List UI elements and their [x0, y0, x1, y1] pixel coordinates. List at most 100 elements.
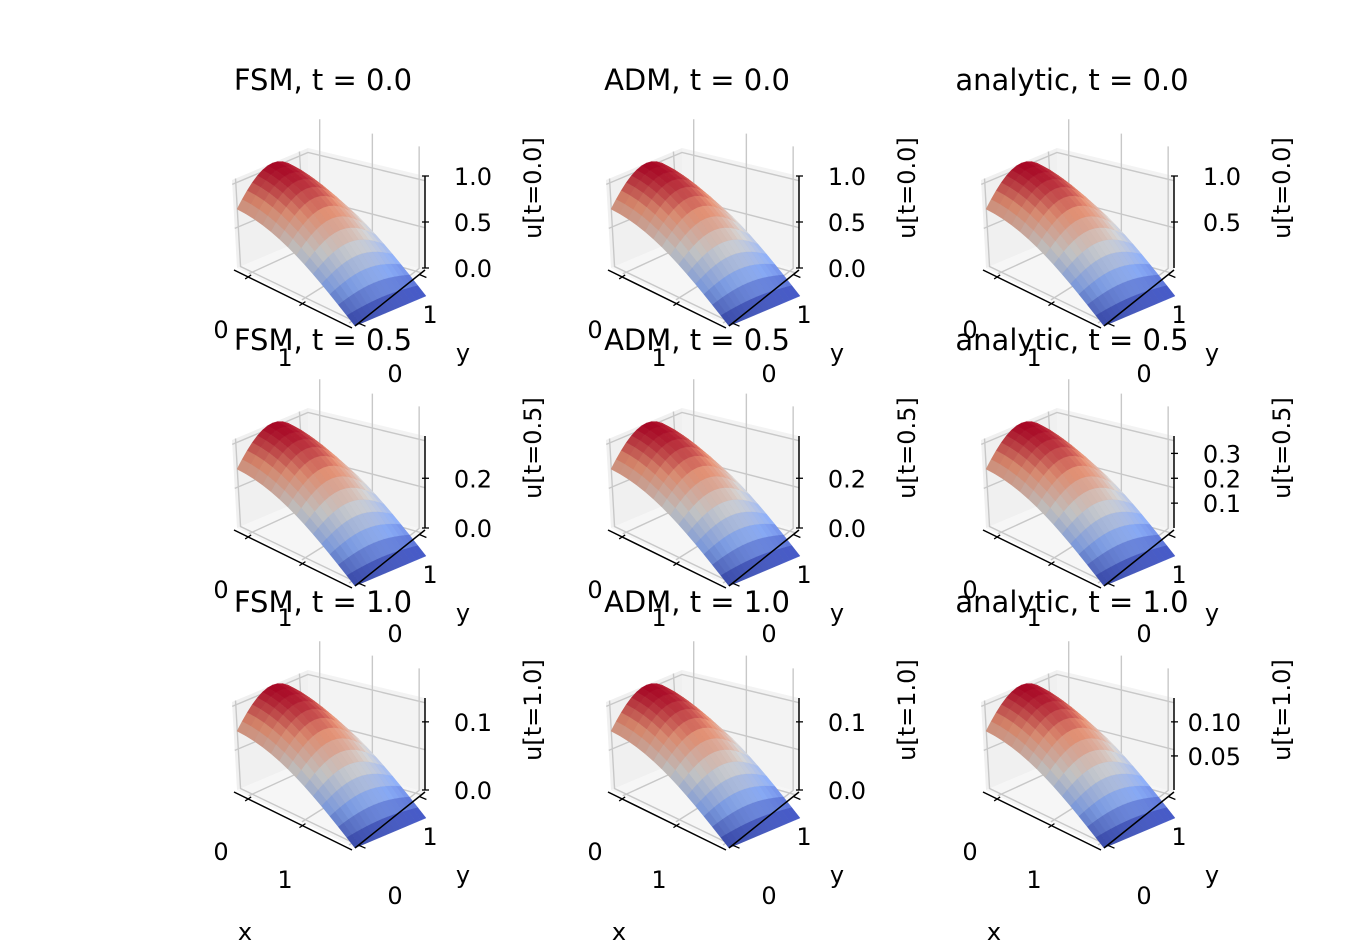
x-tick — [993, 274, 1001, 280]
y-tick — [793, 533, 801, 539]
x-tick-label: 0 — [587, 576, 602, 604]
y-tick — [732, 322, 740, 327]
gridline-z — [231, 411, 426, 446]
z-tick-label: 0.0 — [454, 255, 492, 283]
z-tick-label: 0.2 — [1203, 465, 1241, 493]
x-tick — [299, 301, 306, 307]
x-axis-line — [233, 269, 353, 329]
gridline-z — [605, 411, 800, 446]
gridline-z — [980, 151, 1175, 186]
z-tick-label: 1.0 — [1203, 163, 1241, 191]
surface — [236, 421, 427, 587]
y-tick-label: 0 — [761, 620, 776, 648]
z-axis-label: u[t=0.5] — [519, 397, 547, 499]
surface-patch — [610, 721, 625, 736]
y-tick — [732, 844, 740, 849]
z-tick-label: 0.1 — [828, 709, 866, 737]
x-tick-label: 1 — [651, 344, 666, 372]
subplot-title: ADM, t = 0.5 — [604, 323, 790, 357]
x-axis-line — [607, 791, 727, 851]
z-tick-label: 0.10 — [1188, 709, 1241, 737]
x-axis-line — [233, 529, 353, 589]
x-tick — [299, 561, 306, 567]
y-tick — [358, 582, 366, 587]
surface-patch — [985, 199, 1000, 214]
y-tick — [358, 844, 366, 849]
z-tick-label: 0.1 — [454, 709, 492, 737]
x-tick — [244, 274, 252, 280]
y-axis-line — [354, 791, 426, 849]
y-axis-label: y — [1205, 339, 1219, 367]
x-tick-label: 1 — [651, 866, 666, 894]
y-axis-line — [1103, 529, 1175, 587]
z-tick-label: 0.0 — [828, 777, 866, 805]
surface — [985, 161, 1176, 327]
subplot-title: FSM, t = 0.0 — [234, 63, 412, 97]
gridline-y — [983, 438, 1108, 584]
gridline-z — [605, 151, 800, 186]
subplot-4: 0 1 0 1 0.0 0.2 y u[t=0.5] FSM, t = 0.5 — [213, 323, 547, 648]
x-tick-label: 1 — [277, 866, 292, 894]
y-axis-label: y — [456, 599, 470, 627]
x-tick — [244, 796, 252, 802]
surface-patch — [985, 459, 1000, 474]
surface-patch — [610, 199, 625, 214]
x-tick-label: 1 — [1026, 344, 1041, 372]
gridline-y — [983, 700, 1108, 846]
z-axis-label: u[t=1.0] — [893, 659, 921, 761]
subplot-7: 0 1 0 1 0.0 0.1 x y u[t=1.0] FSM, t = 1.0 — [213, 585, 547, 946]
y-axis-line — [728, 269, 800, 327]
surface — [985, 421, 1176, 587]
subplot-title: analytic, t = 0.5 — [955, 323, 1188, 357]
subplot-title: ADM, t = 1.0 — [604, 585, 790, 619]
y-tick-label: 0 — [1136, 360, 1151, 388]
x-tick — [244, 534, 252, 540]
gridline-z — [980, 673, 1175, 708]
x-tick — [993, 534, 1001, 540]
y-tick-label: 0 — [761, 882, 776, 910]
x-tick — [618, 274, 626, 280]
z-axis-label: u[t=0.0] — [893, 137, 921, 239]
subplot-5: 0 1 0 1 0.0 0.2 y u[t=0.5] ADM, t = 0.5 — [587, 323, 921, 648]
z-axis-label: u[t=0.0] — [1268, 137, 1296, 239]
z-tick-label: 0.5 — [454, 209, 492, 237]
y-tick-label: 0 — [387, 882, 402, 910]
surface-patch — [236, 459, 251, 474]
x-axis-line — [982, 529, 1102, 589]
x-tick-label: 0 — [213, 838, 228, 866]
z-tick-label: 0.0 — [828, 255, 866, 283]
y-tick-label: 0 — [387, 620, 402, 648]
x-tick — [618, 534, 626, 540]
gridline-z — [231, 673, 426, 708]
x-tick — [673, 823, 680, 829]
y-tick — [1107, 322, 1115, 327]
y-tick — [419, 795, 427, 801]
z-axis-label: u[t=1.0] — [519, 659, 547, 761]
y-tick-label: 1 — [796, 301, 811, 329]
y-tick-label: 1 — [422, 561, 437, 589]
z-axis-label: u[t=0.5] — [1268, 397, 1296, 499]
y-tick-label: 1 — [422, 823, 437, 851]
x-axis-line — [607, 269, 727, 329]
x-tick — [673, 561, 680, 567]
y-axis-label: y — [830, 599, 844, 627]
surface — [985, 683, 1176, 849]
subplot-title: FSM, t = 0.5 — [234, 323, 412, 357]
y-axis-label: y — [456, 339, 470, 367]
x-axis-label: x — [987, 918, 1001, 946]
z-tick-label: 1.0 — [454, 163, 492, 191]
subplot-title: analytic, t = 1.0 — [955, 585, 1188, 619]
surface-patch — [236, 721, 251, 736]
subplot-9: 0 1 0 1 0.05 0.10 x y u[t=1.0] analytic, t = 1.0 — [955, 585, 1296, 946]
z-tick-label: 0.2 — [828, 465, 866, 493]
gridline-y — [608, 438, 733, 584]
z-tick-label: 0.1 — [1203, 490, 1241, 518]
z-tick-label: 0.3 — [1203, 440, 1241, 468]
x-axis-label: x — [612, 918, 626, 946]
y-axis-line — [1103, 269, 1175, 327]
y-tick — [793, 273, 801, 279]
z-tick-label: 0.5 — [828, 209, 866, 237]
subplot-2: 0 1 0 1 0.0 0.5 1.0 y u[t=0.0] ADM, t = 0.0 — [587, 63, 921, 388]
y-tick — [419, 273, 427, 279]
gridline-y — [234, 178, 359, 324]
